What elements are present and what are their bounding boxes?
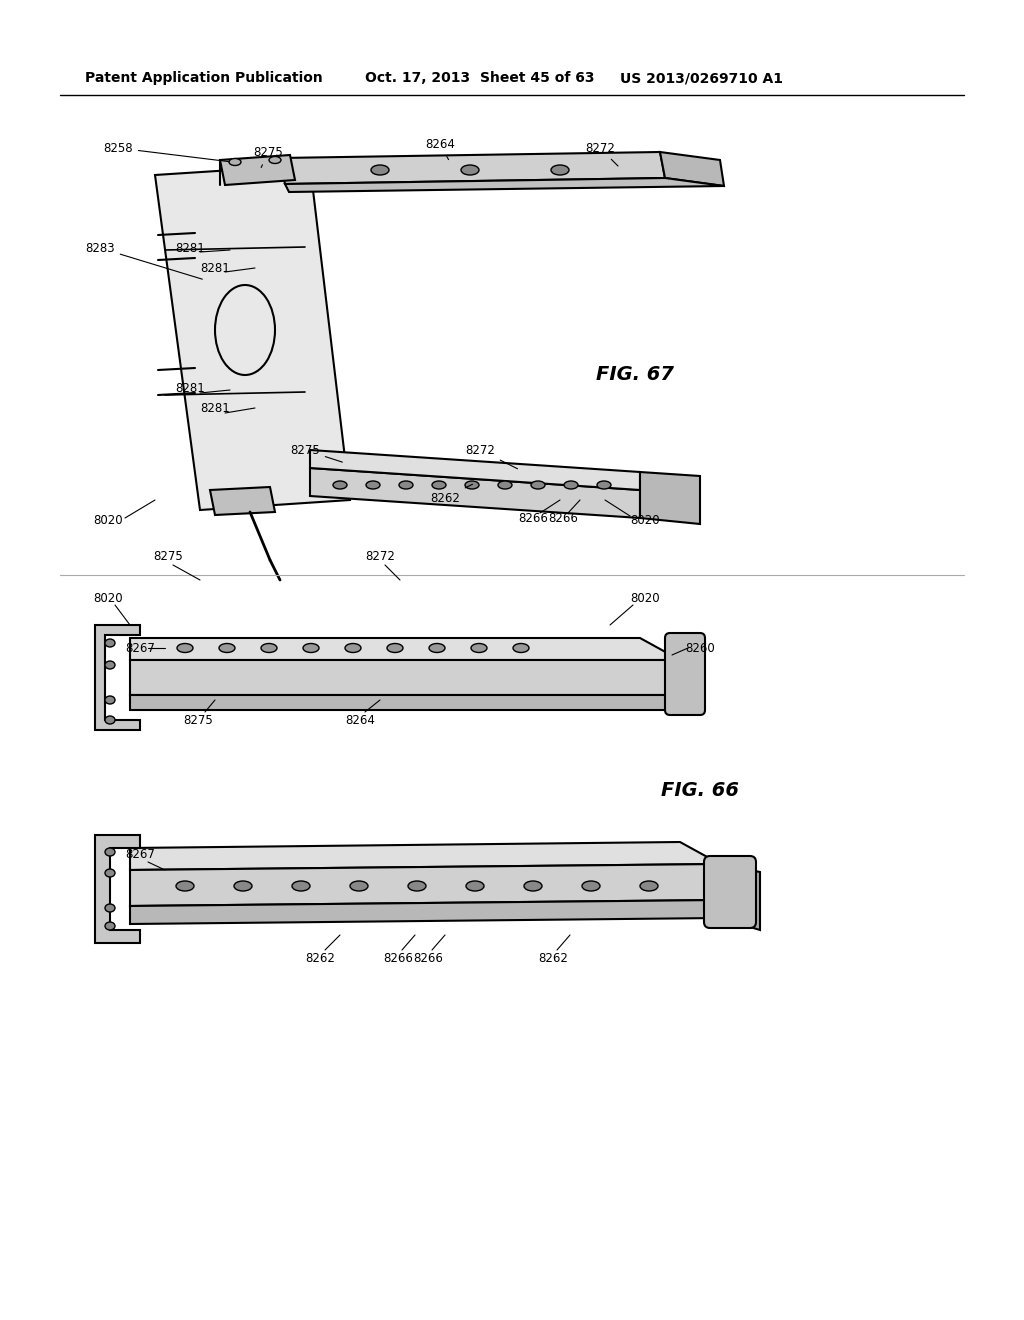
Text: 8260: 8260: [685, 642, 715, 655]
Ellipse shape: [105, 661, 115, 669]
Ellipse shape: [387, 644, 403, 652]
Ellipse shape: [261, 644, 278, 652]
Text: 8272: 8272: [585, 141, 618, 166]
Text: 8020: 8020: [630, 591, 659, 605]
Ellipse shape: [466, 880, 484, 891]
Ellipse shape: [429, 644, 445, 652]
Ellipse shape: [234, 880, 252, 891]
Polygon shape: [130, 900, 720, 924]
Ellipse shape: [105, 696, 115, 704]
Ellipse shape: [498, 480, 512, 488]
Polygon shape: [130, 696, 680, 710]
Ellipse shape: [408, 880, 426, 891]
Ellipse shape: [551, 165, 569, 176]
Text: 8020: 8020: [630, 513, 659, 527]
Polygon shape: [130, 865, 720, 906]
Text: 8258: 8258: [103, 141, 229, 161]
Text: 8275: 8275: [183, 714, 213, 726]
Ellipse shape: [177, 644, 193, 652]
Polygon shape: [155, 165, 350, 510]
Polygon shape: [95, 836, 140, 942]
Ellipse shape: [350, 880, 368, 891]
Polygon shape: [210, 487, 275, 515]
Text: 8262: 8262: [538, 952, 568, 965]
Text: 8281: 8281: [175, 242, 205, 255]
Ellipse shape: [333, 480, 347, 488]
Ellipse shape: [229, 158, 241, 165]
Text: 8266: 8266: [548, 511, 578, 524]
Text: 8281: 8281: [175, 381, 205, 395]
Text: 8264: 8264: [345, 714, 375, 726]
Text: US 2013/0269710 A1: US 2013/0269710 A1: [620, 71, 783, 84]
Text: 8267: 8267: [125, 642, 155, 655]
Polygon shape: [310, 450, 640, 490]
Text: 8266: 8266: [383, 952, 413, 965]
Polygon shape: [130, 842, 720, 870]
Text: 8020: 8020: [93, 591, 123, 605]
Polygon shape: [130, 638, 680, 660]
Polygon shape: [280, 152, 665, 183]
Ellipse shape: [105, 715, 115, 723]
Ellipse shape: [105, 904, 115, 912]
Text: 8272: 8272: [465, 444, 517, 469]
Ellipse shape: [513, 644, 529, 652]
Ellipse shape: [269, 157, 281, 164]
Ellipse shape: [345, 644, 361, 652]
Polygon shape: [660, 152, 724, 186]
Text: 8275: 8275: [290, 444, 342, 462]
Ellipse shape: [640, 880, 658, 891]
Ellipse shape: [399, 480, 413, 488]
Text: 8020: 8020: [93, 513, 123, 527]
Ellipse shape: [461, 165, 479, 176]
FancyBboxPatch shape: [705, 855, 756, 928]
Text: Sheet 45 of 63: Sheet 45 of 63: [480, 71, 595, 84]
Polygon shape: [130, 660, 680, 696]
Ellipse shape: [292, 880, 310, 891]
Ellipse shape: [582, 880, 600, 891]
Ellipse shape: [531, 480, 545, 488]
Text: 8262: 8262: [305, 952, 335, 965]
Ellipse shape: [524, 880, 542, 891]
Ellipse shape: [597, 480, 611, 488]
Text: 8275: 8275: [253, 147, 283, 168]
Ellipse shape: [105, 869, 115, 876]
FancyBboxPatch shape: [665, 634, 705, 715]
Ellipse shape: [564, 480, 578, 488]
Ellipse shape: [176, 880, 194, 891]
Ellipse shape: [303, 644, 319, 652]
Text: 8283: 8283: [85, 242, 203, 280]
Text: 8266: 8266: [518, 511, 548, 524]
Ellipse shape: [105, 847, 115, 855]
Ellipse shape: [105, 921, 115, 931]
Ellipse shape: [471, 644, 487, 652]
Polygon shape: [310, 469, 640, 517]
Text: 8281: 8281: [200, 261, 229, 275]
Text: 8275: 8275: [154, 549, 183, 562]
Ellipse shape: [371, 165, 389, 176]
Text: 8267: 8267: [125, 849, 155, 862]
Text: Patent Application Publication: Patent Application Publication: [85, 71, 323, 84]
Polygon shape: [220, 154, 295, 185]
Text: FIG. 66: FIG. 66: [662, 780, 739, 800]
Polygon shape: [95, 624, 140, 730]
Ellipse shape: [465, 480, 479, 488]
Ellipse shape: [366, 480, 380, 488]
Text: 8281: 8281: [200, 401, 229, 414]
Text: Oct. 17, 2013: Oct. 17, 2013: [365, 71, 470, 84]
Ellipse shape: [432, 480, 446, 488]
Text: 8264: 8264: [425, 139, 455, 160]
Ellipse shape: [219, 644, 234, 652]
Polygon shape: [285, 178, 724, 191]
Text: FIG. 67: FIG. 67: [596, 366, 674, 384]
Polygon shape: [640, 473, 700, 524]
Text: 8262: 8262: [430, 484, 472, 504]
Text: 8266: 8266: [413, 952, 443, 965]
Ellipse shape: [105, 639, 115, 647]
Polygon shape: [720, 865, 760, 931]
Text: 8272: 8272: [366, 549, 395, 562]
